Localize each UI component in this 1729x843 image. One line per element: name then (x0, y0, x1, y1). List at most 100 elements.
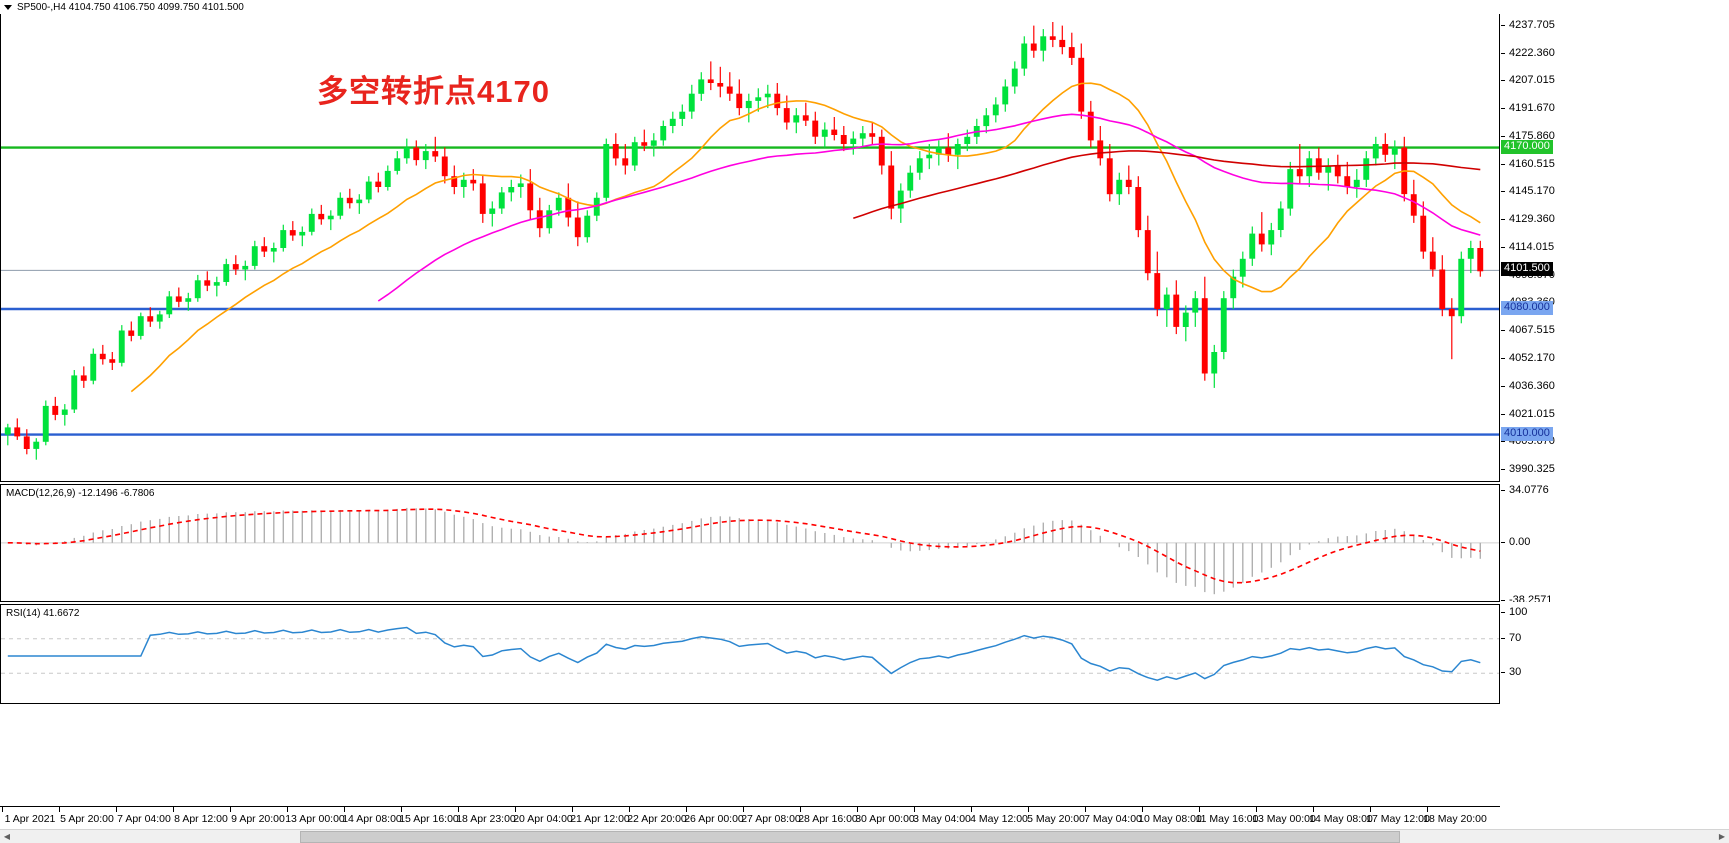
price-axis-label: 4191.670 (1509, 101, 1555, 114)
price-axis-label: 4207.015 (1509, 74, 1555, 87)
macd-caption: MACD(12,26,9) -12.1496 -6.7806 (6, 488, 155, 499)
time-axis-label: 7 May 04:00 (1084, 813, 1142, 825)
time-axis-label: 14 Apr 08:00 (342, 813, 402, 825)
price-axis-tick (1501, 163, 1505, 165)
time-axis-tick (857, 807, 858, 812)
time-axis-label: 5 May 20:00 (1027, 813, 1085, 825)
time-axis-tick (116, 807, 117, 812)
macd-axis-label: 0.00 (1509, 535, 1531, 548)
time-axis-tick (2, 807, 3, 812)
time-axis-tick (743, 807, 744, 812)
price-axis-label: 4114.015 (1509, 241, 1555, 253)
time-axis-label: 30 Apr 00:00 (855, 813, 915, 825)
rsi-caption: RSI(14) 41.6672 (6, 608, 80, 619)
time-axis-label: 13 May 00:00 (1252, 813, 1316, 825)
macd-pane[interactable]: MACD(12,26,9) -12.1496 -6.7806 (0, 484, 1500, 602)
rsi-axis-tick (1501, 637, 1505, 639)
time-axis-label: 13 Apr 00:00 (285, 813, 345, 825)
price-chart-pane[interactable] (0, 12, 1500, 482)
price-tag-4080.000[interactable]: 4080.000 (1501, 301, 1553, 315)
rsi-plot-area (1, 605, 1499, 703)
time-axis-label: 8 Apr 12:00 (174, 813, 228, 825)
price-axis[interactable]: 4237.705 4222.360 4207.015 4191.670 4175.860… (1501, 12, 1729, 482)
rsi-axis-label: 100 (1509, 606, 1528, 618)
price-axis-label: 4160.515 (1509, 157, 1555, 170)
price-tag-4170.000[interactable]: 4170.000 (1501, 139, 1553, 154)
time-axis-tick (1313, 807, 1314, 812)
time-axis-label: 11 May 16:00 (1195, 813, 1259, 825)
time-axis-label: 21 Apr 12:00 (570, 813, 630, 825)
time-axis-label: 26 Apr 00:00 (684, 813, 744, 825)
time-axis-tick (515, 807, 516, 812)
time-axis-label: 4 May 12:00 (970, 813, 1028, 825)
price-axis-tick (1501, 468, 1505, 470)
scroll-right-arrow[interactable]: ▶ (1715, 830, 1729, 843)
time-axis-tick (287, 807, 288, 812)
price-axis-tick (1501, 25, 1505, 27)
rsi-axis-tick (1501, 612, 1505, 613)
time-axis-tick (1256, 807, 1257, 812)
symbol-bar: SP500-,H4 4104.750 4106.750 4099.750 410… (0, 0, 1729, 14)
time-axis-tick (1028, 807, 1029, 812)
time-axis-tick (572, 807, 573, 812)
macd-axis-tick (1501, 541, 1505, 543)
time-axis-tick (629, 807, 630, 812)
price-axis-tick (1501, 191, 1505, 193)
rsi-axis-label: 70 (1509, 631, 1522, 644)
price-axis-label: 4237.705 (1509, 19, 1555, 32)
time-axis-tick (971, 807, 972, 812)
time-axis-label: 1 Apr 2021 (4, 813, 56, 825)
chart-annotation-text: 多空转折点4170 (317, 74, 550, 109)
time-axis-label: 20 Apr 04:00 (513, 813, 573, 825)
price-axis-tick (1501, 80, 1505, 82)
price-axis-label: 4145.170 (1509, 185, 1555, 198)
time-axis[interactable]: 1 Apr 2021 5 Apr 20:00 7 Apr 04:00 8 Apr 12… (0, 806, 1500, 832)
time-axis-label: 10 May 08:00 (1138, 813, 1202, 825)
time-axis-label: 17 May 12:00 (1366, 813, 1430, 825)
time-axis-tick (173, 807, 174, 812)
time-axis-tick (458, 807, 459, 812)
rsi-axis-tick (1501, 672, 1505, 674)
macd-plot-area (1, 485, 1499, 601)
price-axis-tick (1501, 107, 1505, 109)
time-axis-tick (1142, 807, 1143, 812)
time-axis-tick (800, 807, 801, 812)
price-axis-tick (1501, 357, 1505, 359)
time-axis-tick (401, 807, 402, 812)
time-axis-label: 7 Apr 04:00 (117, 813, 171, 825)
chevron-down-icon[interactable] (4, 4, 12, 10)
price-axis-label: 4036.360 (1509, 380, 1555, 393)
macd-axis-tick (1501, 490, 1505, 491)
price-axis-tick (1501, 136, 1505, 137)
price-tag-4101.500[interactable]: 4101.500 (1501, 262, 1553, 277)
rsi-axis-label: 30 (1509, 666, 1522, 679)
price-plot-area[interactable] (1, 13, 1499, 481)
time-axis-tick (230, 807, 231, 812)
price-axis-tick (1501, 386, 1505, 388)
time-axis-label: 15 Apr 16:00 (399, 813, 459, 825)
price-axis-tick (1501, 247, 1505, 248)
price-axis-label: 4021.015 (1509, 407, 1555, 420)
price-tag-4010.000[interactable]: 4010.000 (1501, 426, 1553, 441)
price-axis-tick (1501, 52, 1505, 54)
rsi-axis: 100 70 30 (1501, 604, 1729, 704)
scroll-left-arrow[interactable]: ◀ (0, 830, 14, 843)
scrollbar-thumb[interactable] (300, 831, 1400, 843)
horizontal-scrollbar[interactable]: ◀ ▶ (0, 829, 1729, 843)
time-axis-label: 18 Apr 23:00 (456, 813, 516, 825)
time-axis-tick (1085, 807, 1086, 812)
price-axis-tick (1501, 441, 1505, 443)
price-axis-label: 4067.515 (1509, 324, 1555, 337)
price-axis-tick (1501, 413, 1505, 415)
symbol-quote-text: SP500-,H4 4104.750 4106.750 4099.750 410… (17, 1, 244, 13)
time-axis-label: 22 Apr 20:00 (627, 813, 687, 825)
time-axis-label: 9 Apr 20:00 (231, 813, 285, 825)
macd-axis-label: -38.2571 (1509, 594, 1553, 602)
time-axis-tick (914, 807, 915, 812)
time-axis-tick (1199, 807, 1200, 812)
macd-axis-label: 34.0776 (1509, 484, 1549, 496)
rsi-pane[interactable]: RSI(14) 41.6672 (0, 604, 1500, 704)
time-axis-tick (1370, 807, 1371, 812)
price-axis-label: 4052.170 (1509, 351, 1555, 364)
